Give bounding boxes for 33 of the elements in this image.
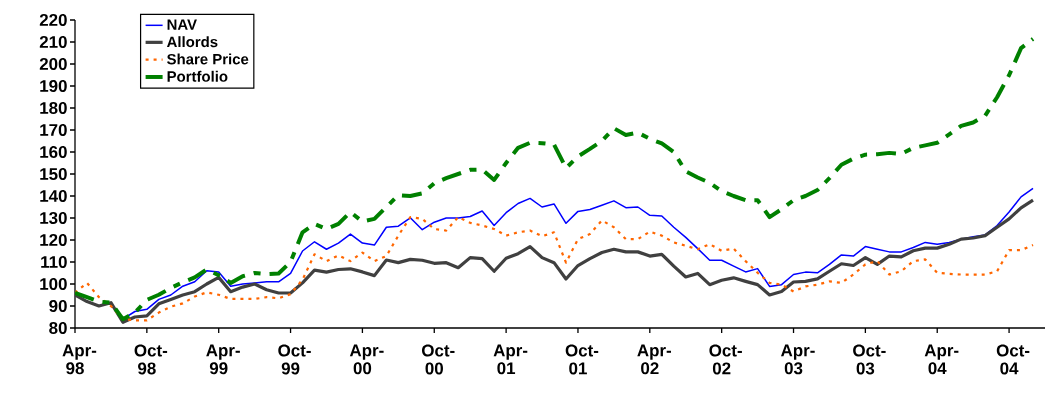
x-tick-label: Apr-99	[206, 344, 240, 375]
y-tick-label: 80	[49, 322, 67, 334]
y-tick-label: 130	[40, 211, 67, 225]
y-tick-label: 110	[41, 256, 67, 268]
y-tick-label: 190	[40, 80, 67, 92]
x-tick-label: Oct-01	[565, 344, 599, 375]
x-tick-label: Oct-03	[853, 344, 886, 375]
y-tick-label: 200	[39, 58, 67, 70]
legend-label: Portfolio	[167, 70, 228, 82]
x-tick-label: Apr-00	[349, 344, 384, 375]
legend-label: Allords	[166, 36, 218, 48]
x-tick-label: Oct-04	[996, 344, 1030, 375]
y-tick-label: 210	[39, 36, 67, 48]
x-tick-label: Oct-00	[422, 344, 455, 375]
x-tick-label: Oct-98	[134, 344, 168, 375]
y-tick-label: 120	[40, 234, 67, 246]
y-tick-label: 150	[40, 168, 67, 180]
y-tick-label: 100	[40, 278, 67, 290]
x-tick-label: Apr-03	[780, 344, 815, 375]
y-tick-label: 170	[40, 124, 67, 136]
y-tick-label: 140	[40, 190, 67, 202]
x-tick-label: Apr-02	[637, 344, 671, 375]
y-tick-label: 180	[40, 102, 67, 114]
x-tick-label: Apr-04	[924, 344, 959, 375]
y-tick-label: 160	[40, 146, 67, 158]
x-tick-label: Oct-99	[278, 344, 311, 375]
x-tick-label: Oct-02	[709, 344, 742, 375]
legend-label: Share Price	[167, 53, 249, 65]
x-tick-label: Apr-98	[62, 344, 97, 375]
y-tick-label: 220	[39, 14, 67, 26]
y-tick-label: 90	[49, 300, 67, 312]
legend-label: NAV	[167, 19, 197, 30]
x-tick-label: Apr-01	[493, 344, 528, 375]
